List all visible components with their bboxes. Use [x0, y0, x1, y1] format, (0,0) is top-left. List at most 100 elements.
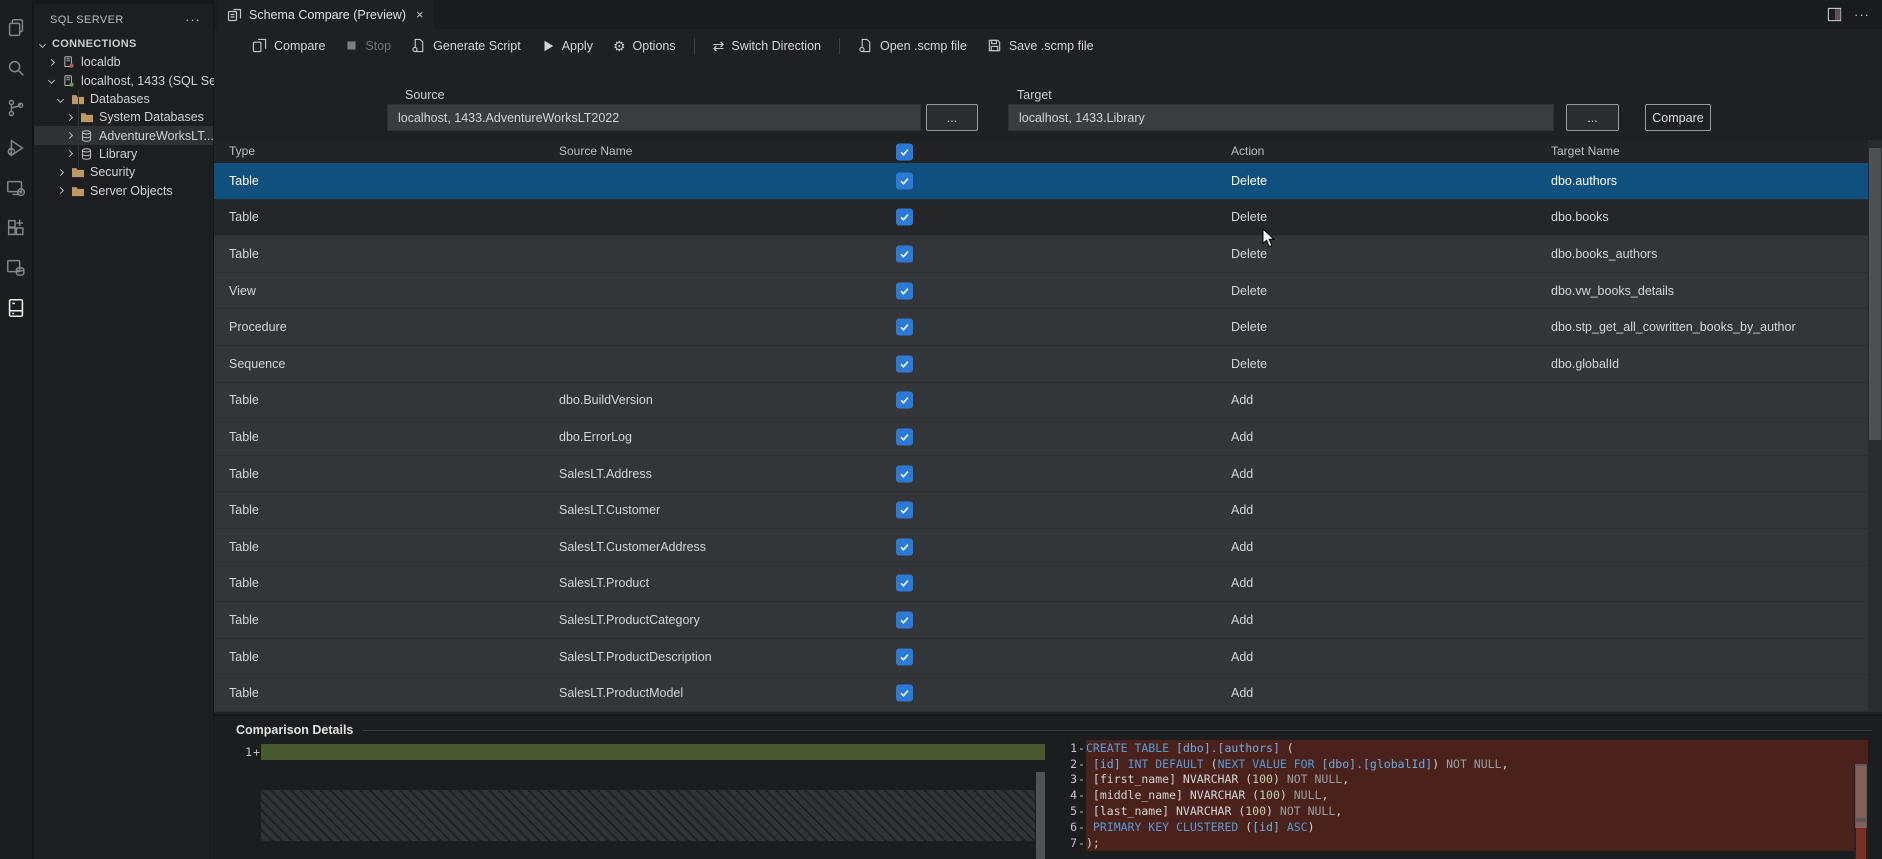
target-browse-button[interactable]: ...	[1566, 104, 1619, 131]
sidebar-more-actions[interactable]: ···	[185, 12, 201, 27]
tab-close-icon[interactable]: ×	[416, 7, 424, 22]
chevron-right-icon[interactable]	[56, 186, 65, 195]
tree-item-security[interactable]: Security	[34, 163, 213, 181]
table-row[interactable]: Table SalesLT.ProductCategory Add	[214, 602, 1868, 639]
include-checkbox[interactable]	[896, 428, 913, 446]
table-row[interactable]: Table dbo.ErrorLog Add	[214, 419, 1868, 456]
stop-button[interactable]: Stop	[335, 35, 401, 57]
database-icon	[79, 147, 94, 161]
extensions-icon[interactable]	[0, 208, 33, 248]
select-all-checkbox[interactable]	[896, 143, 913, 161]
table-row[interactable]: Table SalesLT.ProductModel Add	[214, 675, 1868, 712]
chevron-right-icon[interactable]	[65, 113, 74, 121]
include-checkbox[interactable]	[896, 208, 913, 226]
table-row[interactable]: Table Delete dbo.authors	[214, 163, 1868, 200]
include-checkbox[interactable]	[896, 355, 913, 373]
tree-item-server-objects[interactable]: Server Objects	[34, 181, 213, 199]
save-scmp-button[interactable]: Save .scmp file	[977, 34, 1104, 57]
diff-code-line: 1 +	[238, 744, 1045, 760]
explorer-icon[interactable]	[0, 8, 33, 48]
cell-type: Table	[229, 576, 259, 591]
include-checkbox[interactable]	[896, 501, 913, 519]
source-input[interactable]	[387, 104, 921, 131]
include-checkbox[interactable]	[896, 245, 913, 263]
table-row[interactable]: Table SalesLT.Customer Add	[214, 492, 1868, 529]
tree-item-connections[interactable]: CONNECTIONS	[34, 35, 213, 53]
chevron-right-icon[interactable]	[47, 58, 56, 66]
include-checkbox[interactable]	[896, 611, 913, 629]
tree-item-adventureworkslt[interactable]: AdventureWorksLT...	[34, 126, 232, 145]
chevron-right-icon[interactable]	[65, 132, 74, 140]
column-action[interactable]: Action	[1231, 144, 1265, 158]
tree-item-databases[interactable]: Databases	[34, 90, 213, 108]
compare-action-button[interactable]: Compare	[1645, 104, 1711, 131]
tree-item-label: CONNECTIONS	[52, 38, 137, 51]
compare-button[interactable]: Compare	[242, 34, 335, 57]
editor-more-actions-icon[interactable]: ···	[1854, 7, 1870, 22]
chevron-down-icon[interactable]	[38, 40, 47, 48]
include-checkbox[interactable]	[896, 465, 913, 483]
source-control-icon[interactable]	[0, 88, 33, 128]
diff-right-scrollbar-thumb[interactable]	[1855, 764, 1867, 828]
column-target-name[interactable]: Target Name	[1551, 144, 1620, 158]
search-icon[interactable]	[0, 48, 33, 88]
split-editor-icon[interactable]	[1827, 7, 1842, 22]
table-row[interactable]: Table Delete dbo.books_authors	[214, 236, 1868, 273]
panel-title: Comparison Details	[236, 723, 354, 737]
table-row[interactable]: Table Delete dbo.books	[214, 199, 1868, 237]
cell-action: Delete	[1231, 210, 1268, 225]
include-checkbox[interactable]	[896, 282, 913, 300]
diff-code-line: 5- [last_name] NVARCHAR (100) NOT NULL,	[1063, 803, 1868, 819]
table-row[interactable]: Table SalesLT.CustomerAddress Add	[214, 528, 1868, 566]
target-input[interactable]	[1008, 104, 1554, 131]
table-row[interactable]: Sequence Delete dbo.globalId	[214, 345, 1868, 383]
run-and-debug-icon[interactable]	[0, 128, 33, 168]
include-checkbox[interactable]	[896, 574, 913, 592]
table-row[interactable]: Table SalesLT.Address Add	[214, 455, 1868, 493]
table-row[interactable]: Table SalesLT.Product Add	[214, 565, 1868, 603]
include-checkbox[interactable]	[896, 172, 913, 190]
diff-left-scrollbar-thumb[interactable]	[1036, 772, 1045, 859]
open-scmp-button[interactable]: Open .scmp file	[848, 34, 977, 57]
cell-action: Delete	[1231, 173, 1268, 188]
include-checkbox[interactable]	[896, 648, 913, 666]
comparison-details-panel: Comparison Details 1 + 1- CREATE TABLE [db…	[214, 714, 1882, 859]
switch-direction-button[interactable]: ⇄ Switch Direction	[712, 37, 821, 54]
table-row[interactable]: Table SalesLT.ProductDescription Add	[214, 638, 1868, 676]
table-row[interactable]: Table dbo.BuildVersion Add	[214, 382, 1868, 420]
tree-item-label: Library	[99, 146, 138, 161]
chevron-right-icon[interactable]	[65, 150, 74, 158]
tab-schema-compare[interactable]: Schema Compare (Preview) ×	[217, 0, 434, 29]
tree-item-label: localhost, 1433 (SQL Serv...	[81, 73, 236, 88]
server-online-icon	[61, 74, 76, 88]
chevron-down-icon[interactable]	[56, 95, 65, 103]
options-button[interactable]: ⚙ Options	[612, 37, 676, 54]
remote-explorer-icon[interactable]	[0, 168, 33, 208]
generate-script-button[interactable]: Generate Script	[401, 34, 531, 57]
chevron-down-icon[interactable]	[47, 77, 56, 85]
include-checkbox[interactable]	[896, 391, 913, 409]
tree-item-library[interactable]: Library	[34, 145, 213, 163]
diff-target-pane: 1 +	[238, 744, 1045, 859]
diff-code-line: 1- CREATE TABLE [dbo].[authors] (	[1063, 740, 1868, 756]
diff-code-line: 2- [id] INT DEFAULT (NEXT VALUE FOR [dbo…	[1063, 755, 1868, 772]
column-source-name[interactable]: Source Name	[559, 144, 633, 158]
chevron-right-icon[interactable]	[56, 168, 65, 176]
include-checkbox[interactable]	[896, 538, 913, 556]
database-projects-icon[interactable]	[0, 248, 33, 288]
column-type[interactable]: Type	[229, 144, 256, 158]
tree-item-localhost-1433-sql-serv[interactable]: localhost, 1433 (SQL Serv...	[34, 72, 236, 90]
source-browse-button[interactable]: ...	[926, 104, 978, 131]
include-checkbox[interactable]	[896, 684, 913, 702]
grid-scrollbar-thumb[interactable]	[1869, 148, 1881, 440]
include-checkbox[interactable]	[896, 318, 913, 336]
tree-item-localdb[interactable]: localdb	[34, 53, 213, 71]
table-row[interactable]: View Delete dbo.vw_books_details	[214, 272, 1868, 310]
tree-item-label: Databases	[90, 92, 150, 107]
cell-type: Sequence	[229, 356, 286, 371]
apply-button[interactable]: Apply	[531, 35, 603, 57]
tree-item-system-databases[interactable]: System Databases	[34, 108, 213, 126]
sql-server-icon[interactable]	[0, 288, 33, 328]
table-row[interactable]: Procedure Delete dbo.stp_get_all_cowritten…	[214, 309, 1868, 346]
schema-compare-tab-icon	[227, 7, 243, 23]
